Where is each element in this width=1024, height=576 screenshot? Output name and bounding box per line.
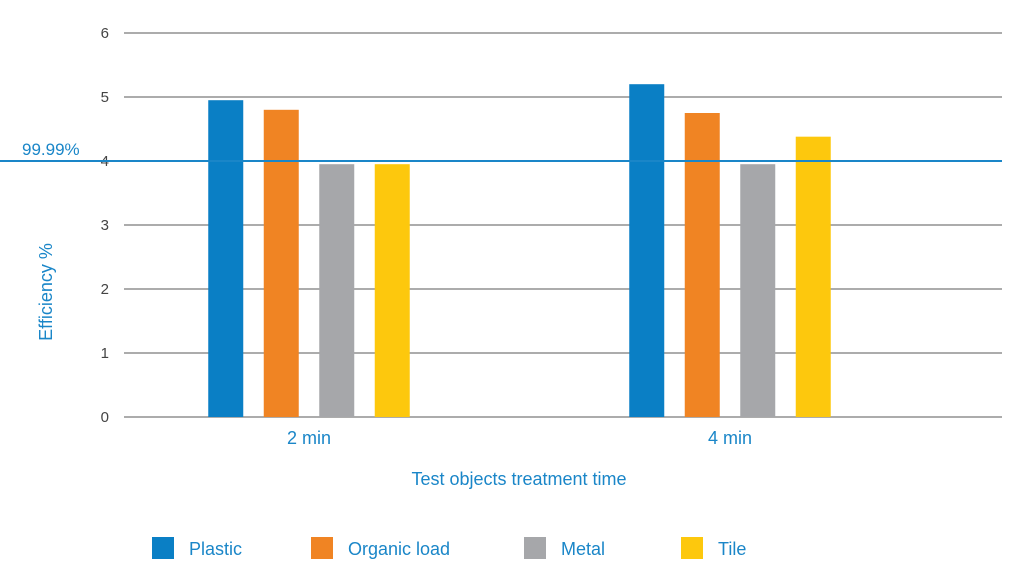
legend-label: Organic load <box>348 539 450 559</box>
x-category-label: 4 min <box>708 428 752 448</box>
y-tick-label: 3 <box>101 217 109 234</box>
y-axis-ticks: 0123456 <box>101 25 109 426</box>
legend-label: Tile <box>718 539 746 559</box>
x-axis-title: Test objects treatment time <box>411 469 626 489</box>
bar-metal-4-min <box>740 164 776 417</box>
legend-swatch <box>152 537 174 559</box>
bar-tile-2-min <box>374 164 410 417</box>
legend-swatch <box>311 537 333 559</box>
legend-label: Metal <box>561 539 605 559</box>
bar-plastic-2-min <box>208 100 244 417</box>
y-tick-label: 5 <box>101 89 109 106</box>
legend-swatch <box>681 537 703 559</box>
x-category-label: 2 min <box>287 428 331 448</box>
bar-metal-2-min <box>319 164 355 417</box>
reference-line-label: 99.99% <box>22 140 80 159</box>
bar-plastic-4-min <box>629 84 665 417</box>
bar-organic-load-2-min <box>263 109 299 418</box>
bar-tile-4-min <box>795 136 831 417</box>
legend-label: Plastic <box>189 539 242 559</box>
gridlines <box>124 32 1002 418</box>
reference-line-group: 99.99% <box>0 140 1002 162</box>
y-tick-label: 1 <box>101 345 109 362</box>
y-axis-title: Efficiency % <box>36 243 56 341</box>
legend-swatch <box>524 537 546 559</box>
y-tick-label: 6 <box>101 25 109 42</box>
y-tick-label: 2 <box>101 281 109 298</box>
y-tick-label: 0 <box>101 409 109 426</box>
legend: Plastic Organic load Metal Tile <box>152 537 746 559</box>
bars <box>208 84 831 418</box>
x-axis-categories: 2 min 4 min <box>287 428 752 448</box>
bar-organic-load-4-min <box>684 113 720 417</box>
